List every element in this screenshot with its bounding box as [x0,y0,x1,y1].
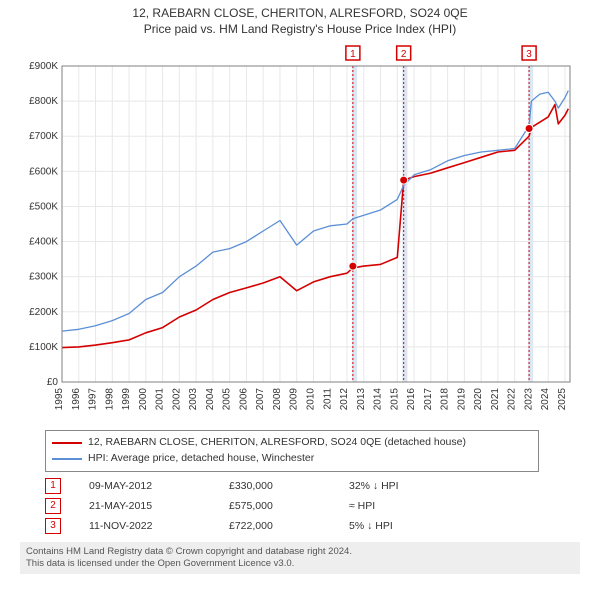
legend-swatch [52,442,82,444]
svg-text:£200K: £200K [29,307,58,318]
legend-label: HPI: Average price, detached house, Winc… [88,451,314,467]
svg-text:£300K: £300K [29,272,58,283]
sales-table: 1 09-MAY-2012£330,00032% ↓ HPI 2 21-MAY-201… [45,476,580,536]
legend-row: HPI: Average price, detached house, Winc… [52,451,532,467]
svg-text:2001: 2001 [155,388,166,411]
svg-text:2018: 2018 [440,388,451,411]
svg-text:2013: 2013 [356,388,367,411]
footnote-line1: Contains HM Land Registry data © Crown c… [26,546,352,557]
sale-badge: 2 [45,498,61,514]
svg-text:2019: 2019 [456,388,467,411]
svg-text:1998: 1998 [104,388,115,411]
svg-text:3: 3 [526,49,532,60]
sale-price: £330,000 [229,480,349,492]
sale-relative: ≈ HPI [349,500,469,512]
svg-text:2009: 2009 [289,388,300,411]
svg-text:1: 1 [350,49,356,60]
svg-text:£100K: £100K [29,342,58,353]
svg-text:2005: 2005 [222,388,233,411]
legend-label: 12, RAEBARN CLOSE, CHERITON, ALRESFORD, … [88,435,466,451]
svg-text:£900K: £900K [29,61,58,72]
svg-text:2003: 2003 [188,388,199,411]
svg-text:1995: 1995 [54,388,65,411]
svg-text:2017: 2017 [423,388,434,411]
svg-text:2011: 2011 [322,388,333,410]
sale-relative: 5% ↓ HPI [349,520,469,532]
svg-text:2002: 2002 [171,388,182,411]
legend-row: 12, RAEBARN CLOSE, CHERITON, ALRESFORD, … [52,435,532,451]
chart-svg: £0 £100K £200K £300K £400K £500K £600K £700K £80… [20,42,580,422]
svg-text:1996: 1996 [71,388,82,411]
svg-text:2021: 2021 [490,388,501,411]
sale-price: £722,000 [229,520,349,532]
svg-text:£600K: £600K [29,166,58,177]
svg-text:£700K: £700K [29,131,58,142]
page-title: 12, RAEBARN CLOSE, CHERITON, ALRESFORD, … [0,6,600,20]
svg-text:2020: 2020 [473,388,484,411]
legend: 12, RAEBARN CLOSE, CHERITON, ALRESFORD, … [45,430,539,472]
svg-text:£400K: £400K [29,237,58,248]
svg-text:2010: 2010 [305,388,316,411]
svg-text:1999: 1999 [121,388,132,411]
svg-text:2015: 2015 [389,388,400,411]
svg-text:£0: £0 [47,377,59,388]
svg-text:£800K: £800K [29,96,58,107]
legend-swatch [52,458,82,460]
footnote: Contains HM Land Registry data © Crown c… [20,542,580,575]
svg-text:2023: 2023 [523,388,534,411]
sale-date: 21-MAY-2015 [89,500,229,512]
sale-price: £575,000 [229,500,349,512]
sale-badge: 1 [45,478,61,494]
footnote-line2: This data is licensed under the Open Gov… [26,558,294,569]
sale-date: 09-MAY-2012 [89,480,229,492]
svg-text:2006: 2006 [238,388,249,411]
svg-text:2007: 2007 [255,388,266,411]
svg-text:2012: 2012 [339,388,350,411]
sale-row: 2 21-MAY-2015£575,000≈ HPI [45,496,580,516]
page-subtitle: Price paid vs. HM Land Registry's House … [0,22,600,36]
sale-row: 3 11-NOV-2022£722,0005% ↓ HPI [45,516,580,536]
sale-badge: 3 [45,518,61,534]
sale-relative: 32% ↓ HPI [349,480,469,492]
svg-text:2008: 2008 [272,388,283,411]
svg-text:1997: 1997 [88,388,99,411]
svg-text:2004: 2004 [205,388,216,411]
svg-text:2022: 2022 [507,388,518,411]
sale-row: 1 09-MAY-2012£330,00032% ↓ HPI [45,476,580,496]
svg-text:2000: 2000 [138,388,149,411]
price-chart: £0 £100K £200K £300K £400K £500K £600K £700K £80… [20,42,580,422]
svg-text:2016: 2016 [406,388,417,411]
svg-text:£500K: £500K [29,201,58,212]
svg-text:2024: 2024 [540,388,551,411]
svg-text:2: 2 [401,49,407,60]
svg-text:2014: 2014 [373,388,384,411]
sale-date: 11-NOV-2022 [89,520,229,532]
svg-text:2025: 2025 [557,388,568,411]
